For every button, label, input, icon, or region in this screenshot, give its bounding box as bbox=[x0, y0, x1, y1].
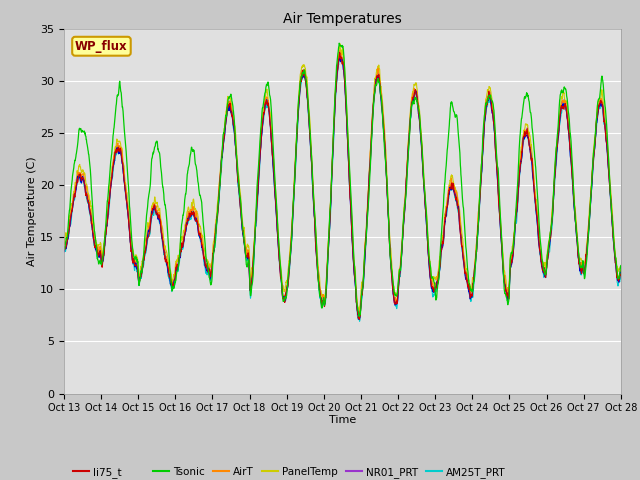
Y-axis label: Air Temperature (C): Air Temperature (C) bbox=[28, 156, 37, 266]
Text: WP_flux: WP_flux bbox=[75, 40, 128, 53]
Title: Air Temperatures: Air Temperatures bbox=[283, 12, 402, 26]
X-axis label: Time: Time bbox=[329, 415, 356, 425]
Legend: li75_t, li77_temp, Tsonic, AirT, PanelTemp, NR01_PRT, AM25T_PRT: li75_t, li77_temp, Tsonic, AirT, PanelTe… bbox=[69, 462, 509, 480]
